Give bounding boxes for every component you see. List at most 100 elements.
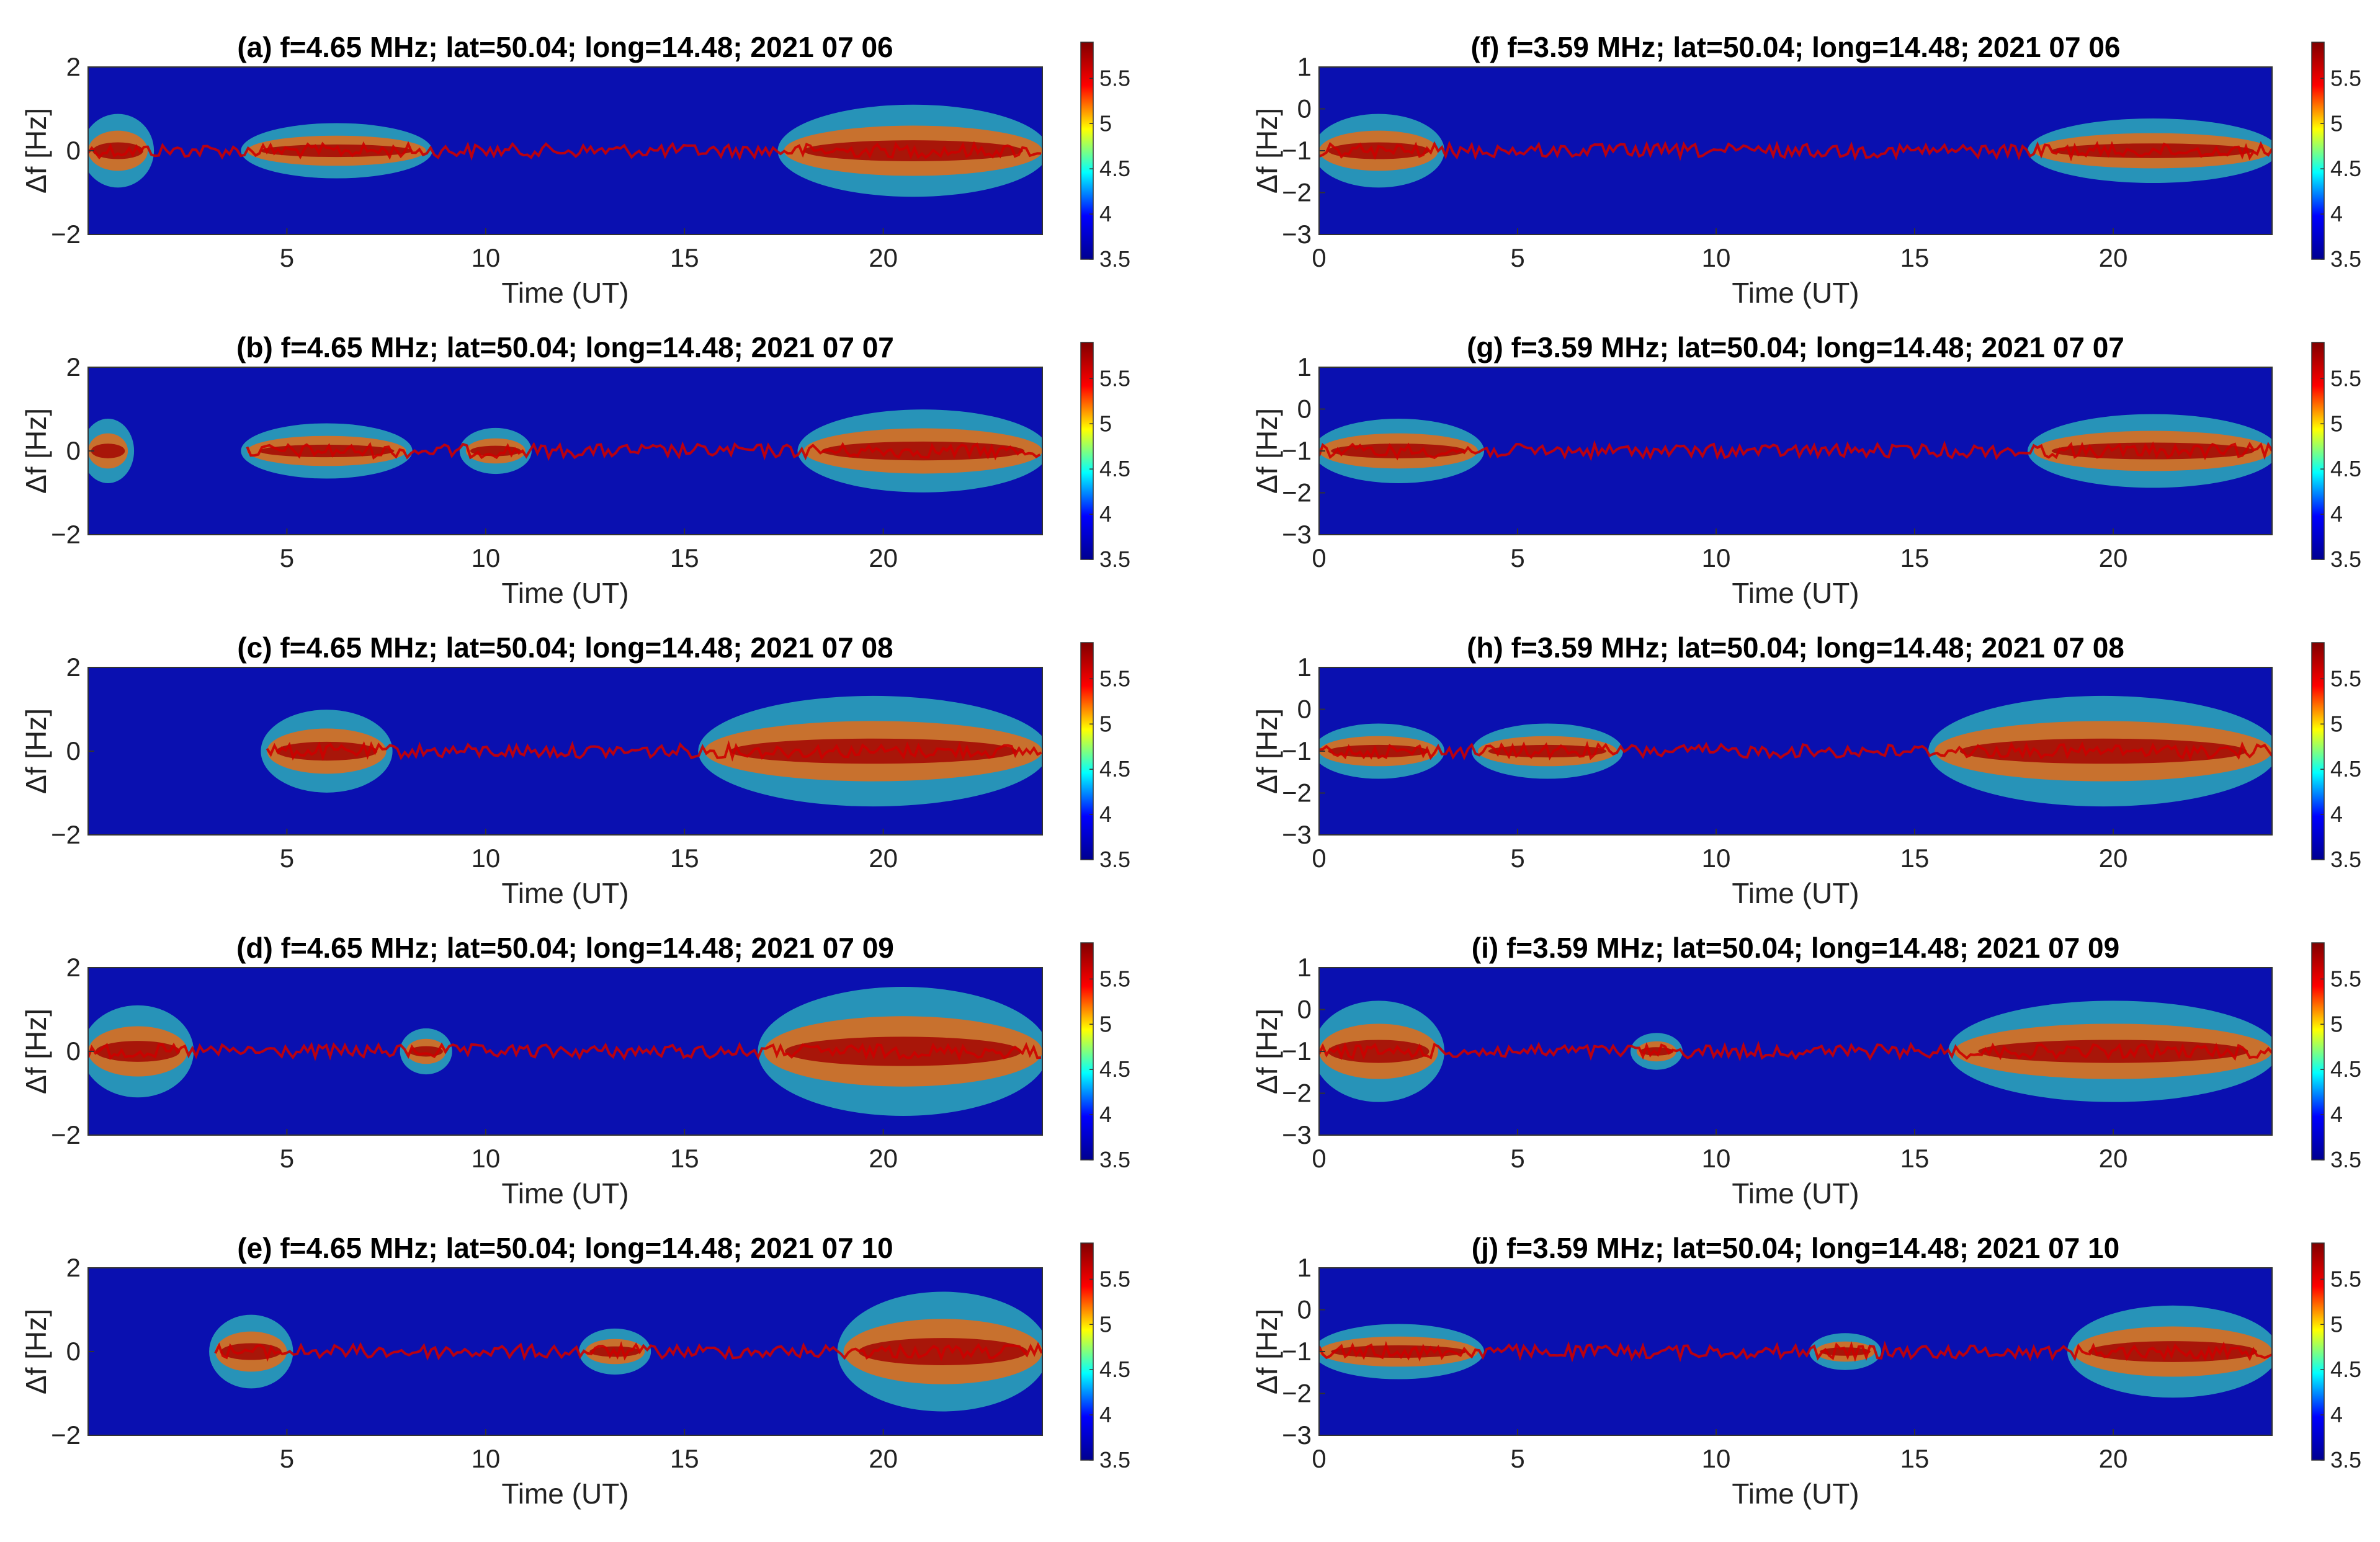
panel-title: (f) f=3.59 MHz; lat=50.04; long=14.48; 2…	[1471, 31, 2121, 63]
x-tick-label: 20	[2099, 1144, 2128, 1173]
colorbar-tick-label: 5.5	[1099, 966, 1130, 991]
x-axis-label: Time (UT)	[1732, 577, 1859, 609]
y-tick-label: 0	[66, 436, 81, 465]
y-tick-label: −1	[1282, 436, 1312, 465]
spectrogram-heatmap	[1319, 114, 2272, 188]
y-axis-label: Δf [Hz]	[1251, 408, 1283, 494]
doppler-trace	[1319, 140, 2272, 162]
colorbar-tick-label: 3.5	[2330, 847, 2361, 872]
colorbar-tick-label: 5	[2330, 110, 2343, 136]
doppler-trace	[88, 141, 1042, 161]
colorbar-tick-label: 5.5	[1099, 1266, 1130, 1291]
activity-peak-1	[730, 738, 1018, 764]
colorbar-tick-label: 4.5	[2330, 456, 2361, 481]
x-tick-label: 0	[1312, 844, 1326, 873]
colorbar-tick-label: 4	[2330, 1402, 2343, 1427]
x-tick-label: 20	[869, 243, 898, 272]
colorbar-tick-label: 5	[1099, 110, 1112, 136]
colorbar	[2311, 42, 2325, 260]
x-tick-label: 20	[869, 1444, 898, 1473]
y-tick-label: 2	[66, 653, 81, 682]
panel-c: (c) f=4.65 MHz; lat=50.04; long=14.48; 2…	[20, 631, 1130, 909]
x-tick-label: 20	[2099, 243, 2128, 272]
y-axis-label: Δf [Hz]	[20, 708, 52, 794]
y-axis-label: Δf [Hz]	[20, 408, 52, 494]
x-tick-label: 15	[670, 844, 699, 873]
colorbar-tick-label: 4	[2330, 1102, 2343, 1127]
y-tick-label: 2	[66, 1253, 81, 1282]
x-tick-label: 15	[1900, 1144, 1930, 1173]
colorbar-tick-label: 5.5	[1099, 65, 1130, 91]
colorbar-tick-label: 5	[1099, 1311, 1112, 1337]
activity-peak-0	[1328, 142, 1429, 159]
colorbar-tick-label: 5	[1099, 411, 1112, 436]
x-axis-label: Time (UT)	[501, 277, 629, 309]
y-tick-label: 0	[1297, 1295, 1312, 1324]
x-tick-label: 10	[471, 543, 500, 573]
colorbar-tick-label: 4.5	[1099, 156, 1130, 181]
x-axis-label: Time (UT)	[501, 577, 629, 609]
colorbar-tick-label: 4	[1099, 501, 1112, 527]
x-tick-label: 10	[471, 1144, 500, 1173]
colorbar	[1080, 942, 1094, 1161]
y-tick-label: −2	[1282, 778, 1312, 808]
y-tick-label: −3	[1282, 220, 1312, 249]
panel-title: (c) f=4.65 MHz; lat=50.04; long=14.48; 2…	[237, 631, 893, 664]
x-tick-label: 10	[1702, 844, 1731, 873]
activity-peak-0	[92, 142, 143, 159]
x-axis-label: Time (UT)	[501, 877, 629, 909]
y-axis-label: Δf [Hz]	[1251, 708, 1283, 794]
colorbar-tick-label: 5.5	[2330, 65, 2361, 91]
activity-peak-2	[785, 1036, 1022, 1066]
y-axis-label: Δf [Hz]	[1251, 108, 1283, 194]
colorbar-tick-label: 5	[1099, 711, 1112, 736]
x-tick-label: 15	[670, 1444, 699, 1473]
x-tick-label: 15	[1900, 543, 1930, 573]
colorbar-tick-label: 5.5	[2330, 966, 2361, 991]
colorbar-tick-label: 3.5	[2330, 1147, 2361, 1172]
colorbar-tick-label: 4	[1099, 1102, 1112, 1127]
y-tick-label: −2	[51, 1120, 81, 1149]
colorbar-tick-label: 4.5	[2330, 156, 2361, 181]
x-tick-label: 15	[670, 243, 699, 272]
colorbar	[1080, 42, 1094, 260]
colorbar-tick-label: 5	[2330, 1311, 2343, 1337]
x-tick-label: 5	[280, 1444, 294, 1473]
colorbar-tick-label: 4	[1099, 1402, 1112, 1427]
y-axis-label: Δf [Hz]	[20, 108, 52, 194]
panel-g: (g) f=3.59 MHz; lat=50.04; long=14.48; 2…	[1251, 331, 2361, 609]
y-tick-label: 1	[1297, 653, 1312, 682]
y-tick-label: 2	[66, 352, 81, 381]
x-tick-label: 15	[1900, 243, 1930, 272]
panel-a: (a) f=4.65 MHz; lat=50.04; long=14.48; 2…	[20, 31, 1130, 309]
colorbar-tick-label: 4	[1099, 801, 1112, 827]
colorbar-tick-label: 4	[2330, 501, 2343, 527]
x-tick-label: 5	[280, 243, 294, 272]
colorbar-tick-label: 5.5	[1099, 666, 1130, 691]
x-tick-label: 10	[1702, 543, 1731, 573]
panel-title: (d) f=4.65 MHz; lat=50.04; long=14.48; 2…	[236, 932, 894, 964]
y-tick-label: −3	[1282, 520, 1312, 549]
colorbar	[2311, 1242, 2325, 1461]
colorbar-tick-label: 5	[1099, 1011, 1112, 1036]
panel-f: (f) f=3.59 MHz; lat=50.04; long=14.48; 2…	[1251, 31, 2361, 309]
x-tick-label: 5	[280, 543, 294, 573]
panel-b: (b) f=4.65 MHz; lat=50.04; long=14.48; 2…	[20, 331, 1130, 609]
colorbar-tick-label: 4	[2330, 201, 2343, 226]
y-tick-label: 0	[66, 136, 81, 165]
y-tick-label: −2	[51, 520, 81, 549]
y-tick-label: 0	[1297, 695, 1312, 724]
doppler-trace	[88, 1041, 1042, 1061]
x-tick-label: 20	[2099, 1444, 2128, 1473]
y-tick-label: 0	[1297, 94, 1312, 123]
x-axis-label: Time (UT)	[1732, 277, 1859, 309]
panel-title: (b) f=4.65 MHz; lat=50.04; long=14.48; 2…	[236, 331, 894, 363]
y-axis-label: Δf [Hz]	[1251, 1009, 1283, 1094]
y-tick-label: −1	[1282, 1036, 1312, 1066]
y-tick-label: −1	[1282, 1337, 1312, 1366]
x-tick-label: 10	[1702, 1444, 1731, 1473]
spectrogram-heatmap	[1319, 414, 2272, 488]
y-tick-label: 2	[66, 52, 81, 81]
y-tick-label: 1	[1297, 352, 1312, 381]
